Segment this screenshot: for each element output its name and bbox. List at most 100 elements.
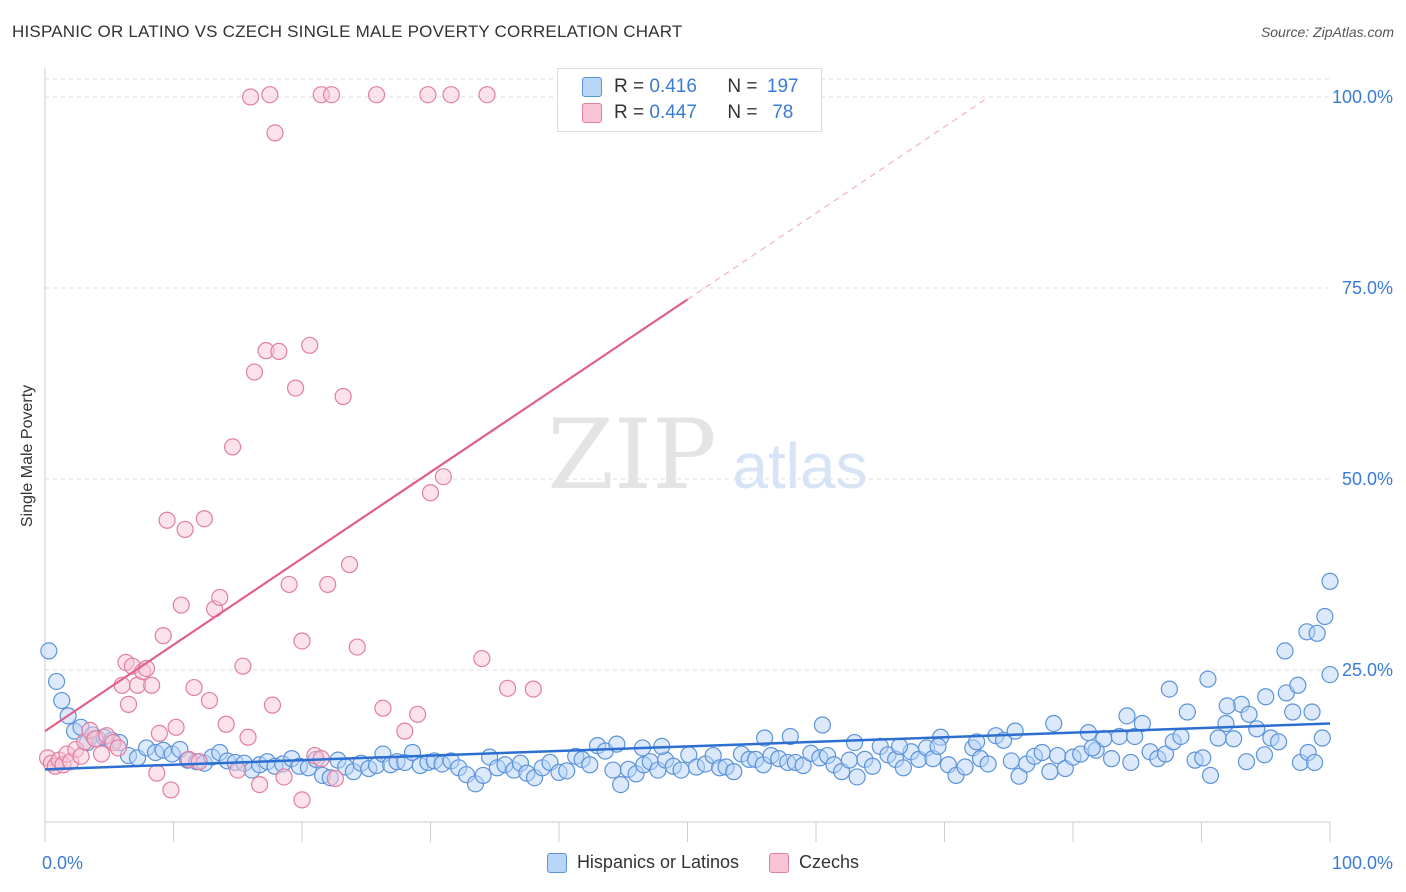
czech-point xyxy=(301,336,319,354)
hispanic-point xyxy=(1118,707,1136,725)
legend-n-value: 197 xyxy=(766,76,799,97)
series-legend: Hispanics or Latinos Czechs xyxy=(0,852,1406,873)
czech-point xyxy=(167,718,185,736)
x-tick-label: 0.0% xyxy=(42,853,84,873)
hispanic-point xyxy=(1006,722,1024,740)
czech-point xyxy=(148,764,166,782)
czech-point xyxy=(266,124,284,142)
czech-point xyxy=(234,657,252,675)
hispanic-point xyxy=(1160,680,1178,698)
hispanic-point xyxy=(1102,750,1121,768)
hispanic-point xyxy=(1313,729,1331,747)
czech-point xyxy=(280,575,298,594)
hispanic-point xyxy=(558,762,576,780)
hispanic-point xyxy=(1305,753,1324,772)
czech-trend-line xyxy=(44,298,689,733)
hispanic-point xyxy=(1178,703,1196,721)
x-tick-label: 100.0% xyxy=(1331,853,1393,873)
czech-point xyxy=(245,363,264,381)
legend-swatch-blue xyxy=(546,852,567,873)
czech-point xyxy=(143,676,161,694)
hispanic-point xyxy=(813,716,832,734)
czech-point xyxy=(150,724,168,743)
hispanic-point xyxy=(1237,753,1256,771)
hispanic-point xyxy=(929,737,947,756)
hispanic-point xyxy=(1225,730,1243,748)
hispanic-point xyxy=(1321,665,1339,684)
czech-point xyxy=(158,511,176,529)
hispanic-point xyxy=(1308,624,1326,642)
czech-point xyxy=(293,791,311,809)
hispanic-point xyxy=(604,761,622,779)
czech-point xyxy=(185,678,203,697)
hispanic-point xyxy=(1045,714,1063,733)
hispanic-point xyxy=(1217,714,1235,733)
hispanic-point xyxy=(1156,745,1175,763)
hispanic-point xyxy=(1269,733,1288,751)
czech-point xyxy=(524,680,542,698)
hispanic-point xyxy=(1201,766,1220,785)
czech-point xyxy=(434,468,452,486)
hispanic-point xyxy=(1289,676,1307,694)
hispanic-point xyxy=(840,751,859,769)
hispanic-point xyxy=(612,775,630,794)
czech-point xyxy=(275,768,293,786)
y-tick-label: 75.0% xyxy=(1341,278,1393,298)
czech-point xyxy=(261,86,279,104)
hispanic-point xyxy=(1041,763,1059,781)
czech-point xyxy=(250,775,269,794)
legend-n-label: N = xyxy=(727,102,758,123)
legend-n-label: N = xyxy=(727,76,758,97)
chart-title: HISPANIC OR LATINO VS CZECH SINGLE MALE … xyxy=(12,22,683,41)
hispanic-point xyxy=(781,727,799,746)
watermark-zip: ZIP xyxy=(547,399,716,511)
czech-point xyxy=(499,679,517,697)
hispanic-point xyxy=(53,691,71,710)
czech-point xyxy=(419,86,437,104)
czech-point xyxy=(109,739,127,757)
legend-n-value: 78 xyxy=(772,102,794,123)
czech-point xyxy=(478,86,496,104)
czech-point xyxy=(367,86,386,104)
czech-point xyxy=(442,86,460,104)
y-tick-label: 100.0% xyxy=(1331,87,1393,107)
hispanic-point xyxy=(1209,729,1227,747)
czech-point xyxy=(374,699,392,717)
hispanic-point xyxy=(755,729,774,747)
hispanic-point xyxy=(1133,714,1151,733)
hispanic-point xyxy=(1033,743,1051,762)
hispanic-point xyxy=(1316,607,1334,626)
hispanic-point xyxy=(1199,670,1217,688)
correlation-legend: R = 0.416 N = 197 R = 0.447 N = 78 xyxy=(557,68,822,132)
hispanic-point xyxy=(979,755,997,773)
hispanic-point xyxy=(725,763,743,781)
czech-point xyxy=(162,781,180,799)
hispanic-point xyxy=(848,768,866,786)
hispanic-point xyxy=(956,758,974,776)
hispanic-point xyxy=(1257,688,1275,706)
czech-point xyxy=(211,588,229,607)
czech-point xyxy=(239,728,257,746)
legend-series-name: Hispanics or Latinos xyxy=(576,852,740,872)
hispanic-point xyxy=(1284,703,1302,721)
hispanic-point xyxy=(1194,749,1212,767)
czech-point xyxy=(340,555,359,574)
hispanic-point xyxy=(40,642,58,660)
hispanic-point xyxy=(890,737,909,756)
czech-point xyxy=(421,484,440,502)
hispanic-point xyxy=(1255,746,1274,764)
legend-item-czech: Czechs xyxy=(769,852,859,873)
czech-point xyxy=(195,510,213,528)
hispanic-point xyxy=(894,759,912,777)
czech-point xyxy=(473,649,491,668)
hispanic-point xyxy=(1276,642,1294,660)
czech-point xyxy=(319,575,337,594)
czech-point xyxy=(172,596,190,614)
czech-trend-extension xyxy=(687,96,990,300)
legend-r-value: 0.447 xyxy=(649,102,697,123)
hispanic-point xyxy=(968,733,986,751)
hispanic-point xyxy=(1218,697,1236,715)
y-tick-label: 25.0% xyxy=(1341,660,1393,680)
hispanic-point xyxy=(672,761,690,779)
